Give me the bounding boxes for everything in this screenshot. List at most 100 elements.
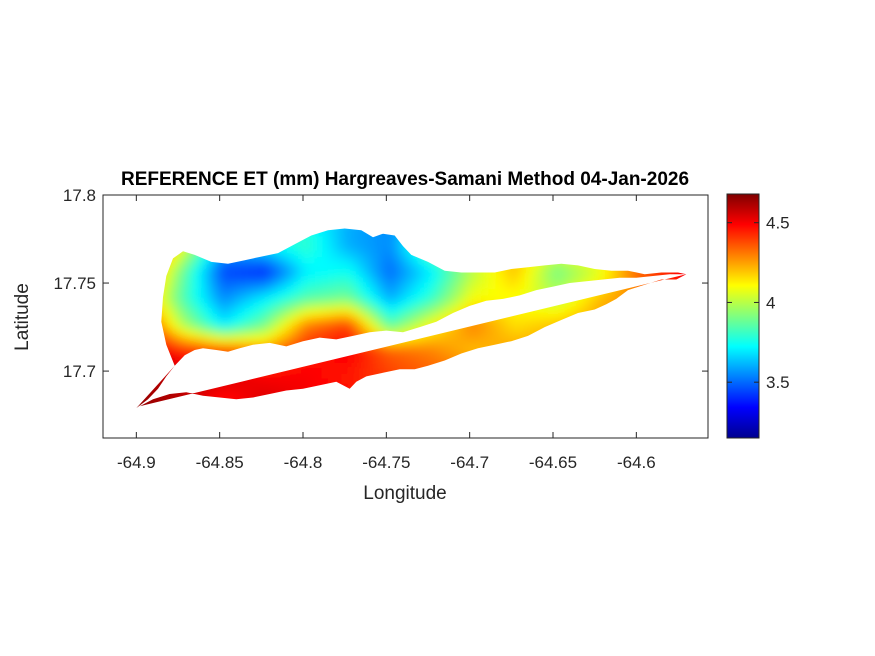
heatmap-cell (548, 272, 556, 279)
heatmap-cell (374, 357, 382, 363)
heatmap-cell (421, 314, 429, 321)
heatmap-cell (328, 256, 336, 263)
heatmap-cell (534, 272, 542, 279)
heatmap-cell (361, 351, 369, 358)
heatmap-cell (428, 314, 436, 321)
heatmap-cell (321, 288, 329, 295)
heatmap-cell (374, 293, 382, 300)
heatmap-cell (514, 325, 522, 332)
heatmap-cell (421, 309, 429, 316)
heatmap-cell (421, 288, 429, 295)
heatmap-cell (268, 335, 276, 342)
heatmap-cell (241, 267, 249, 274)
heatmap-cell (254, 314, 262, 321)
heatmap-cell (214, 320, 222, 326)
heatmap-cell (241, 341, 249, 348)
heatmap-cell (641, 272, 649, 279)
heatmap-cell (374, 267, 382, 274)
heatmap-cell (534, 314, 542, 321)
heatmap-cell (388, 357, 396, 363)
heatmap-cell (514, 283, 522, 289)
heatmap-cell (348, 383, 356, 390)
chart-title: REFERENCE ET (mm) Hargreaves-Samani Meth… (121, 169, 689, 190)
heatmap-cell (288, 320, 296, 326)
heatmap-cell (421, 320, 429, 326)
heatmap-cell (221, 304, 229, 311)
heatmap-cell (301, 267, 309, 274)
heatmap-cell (248, 256, 256, 263)
heatmap-cell (241, 304, 249, 311)
heatmap-cell (314, 267, 322, 274)
heatmap-cell (321, 240, 329, 247)
heatmap-cell (281, 330, 289, 337)
heatmap-cell (188, 251, 196, 258)
heatmap-cell (321, 362, 329, 369)
heatmap-cell (494, 293, 502, 300)
heatmap-cell (241, 320, 249, 326)
heatmap-cell (414, 272, 422, 279)
heatmap-cell (328, 357, 336, 363)
heatmap-cell (308, 335, 316, 342)
heatmap-cell (228, 314, 236, 321)
heatmap-cell (321, 330, 329, 337)
heatmap-cell (334, 362, 342, 369)
heatmap-cell (328, 330, 336, 337)
heatmap-cell (508, 277, 516, 284)
heatmap-cell (434, 272, 442, 279)
heatmap-cell (348, 378, 356, 384)
heatmap-cell (228, 341, 236, 348)
heatmap-cell (414, 351, 422, 358)
heatmap-cell (188, 256, 196, 263)
heatmap-cell (361, 240, 369, 247)
heatmap-cell (368, 272, 376, 279)
heatmap-cell (314, 261, 322, 268)
heatmap-cell (288, 372, 296, 379)
heatmap-cell (374, 235, 382, 242)
heatmap-cell (348, 298, 356, 305)
heatmap-cell (188, 293, 196, 300)
heatmap-cell (321, 372, 329, 379)
heatmap-cell (368, 357, 376, 363)
heatmap-cell (221, 330, 229, 337)
heatmap-cell (161, 394, 169, 400)
heatmap-cell (441, 335, 449, 342)
x-tick-label: -64.75 (362, 453, 410, 472)
heatmap-cell (561, 277, 569, 284)
heatmap-cell (348, 367, 356, 374)
heatmap-cell (568, 277, 576, 284)
heatmap-cell (468, 272, 476, 279)
heatmap-cell (194, 341, 202, 348)
heatmap-cell (281, 256, 289, 263)
heatmap-cell (468, 283, 476, 289)
heatmap-cell (374, 309, 382, 316)
heatmap-cell (401, 283, 409, 289)
heatmap-cell (341, 293, 349, 300)
heatmap-cell (181, 251, 189, 258)
heatmap-cell (408, 272, 416, 279)
heatmap-cell (381, 261, 389, 268)
heatmap-cell (394, 320, 402, 326)
heatmap-cell (634, 272, 642, 279)
heatmap-cell (361, 293, 369, 300)
heatmap-cell (281, 272, 289, 279)
heatmap-cell (301, 383, 309, 390)
heatmap-cell (448, 335, 456, 342)
heatmap-cell (401, 298, 409, 305)
heatmap-cell (268, 309, 276, 316)
heatmap-cell (168, 288, 176, 295)
heatmap-cell (548, 277, 556, 284)
heatmap-cell (508, 325, 516, 332)
heatmap-cell (388, 261, 396, 268)
heatmap-cell (441, 351, 449, 358)
heatmap-cell (214, 341, 222, 348)
heatmap-cell (208, 330, 216, 337)
heatmap-cell (508, 330, 516, 337)
heatmap-cell (454, 293, 462, 300)
heatmap-cell (421, 335, 429, 342)
heatmap-cell (434, 288, 442, 295)
heatmap-cell (361, 251, 369, 258)
heatmap-cell (368, 325, 376, 332)
heatmap-cell (568, 267, 576, 274)
heatmap-cell (274, 256, 282, 263)
